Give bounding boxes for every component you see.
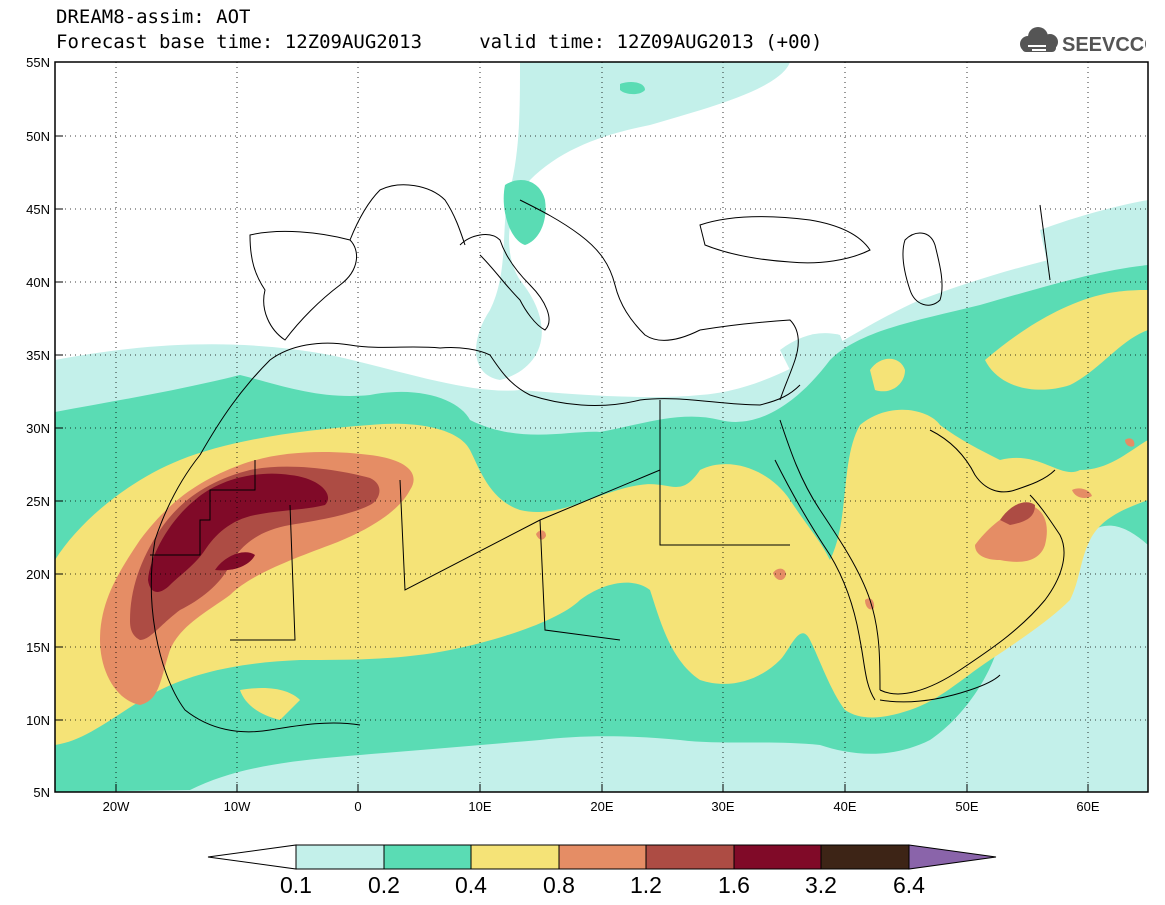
lat-label: 30N bbox=[26, 421, 50, 436]
lat-label: 55N bbox=[26, 55, 50, 70]
colorbar-label: 0.4 bbox=[455, 872, 487, 898]
colorbar bbox=[207, 844, 997, 870]
colorbar-swatch bbox=[558, 844, 647, 870]
colorbar-high-arrow bbox=[908, 844, 997, 870]
forecast-time-line: Forecast base time: 12Z09AUG2013 valid t… bbox=[56, 31, 823, 53]
lon-label: 0 bbox=[354, 799, 361, 814]
lon-label: 60E bbox=[1076, 799, 1099, 814]
lat-label: 45N bbox=[26, 202, 50, 217]
aot-fields bbox=[55, 62, 1148, 792]
colorbar-swatch bbox=[383, 844, 472, 870]
colorbar-label: 1.2 bbox=[630, 872, 662, 898]
colorbar-label: 0.2 bbox=[368, 872, 400, 898]
chart-title: DREAM8-assim: AOT bbox=[56, 6, 251, 28]
lon-label: 50E bbox=[955, 799, 978, 814]
colorbar-swatch bbox=[470, 844, 560, 870]
lat-label: 40N bbox=[26, 275, 50, 290]
colorbar-swatch bbox=[295, 844, 385, 870]
coastlines bbox=[150, 184, 1065, 733]
lat-label: 20N bbox=[26, 567, 50, 582]
grid-lines bbox=[55, 62, 1148, 792]
colorbar-swatch bbox=[733, 844, 822, 870]
lon-label: 20E bbox=[590, 799, 613, 814]
lat-label: 50N bbox=[26, 129, 50, 144]
colorbar-low-arrow bbox=[207, 844, 297, 870]
lon-label: 10W bbox=[224, 799, 251, 814]
lat-label: 5N bbox=[33, 785, 50, 800]
colorbar-label: 0.1 bbox=[280, 872, 312, 898]
colorbar-label: 0.8 bbox=[543, 872, 575, 898]
colorbar-swatch bbox=[645, 844, 735, 870]
seevccc-logo: SEEVCCC bbox=[1020, 27, 1146, 56]
axis-ticks bbox=[55, 61, 1089, 793]
colorbar-label: 3.2 bbox=[805, 872, 837, 898]
lat-label: 35N bbox=[26, 348, 50, 363]
lon-label: 30E bbox=[711, 799, 734, 814]
colorbar-swatch bbox=[820, 844, 910, 870]
lon-label: 20W bbox=[103, 799, 130, 814]
lat-label: 15N bbox=[26, 640, 50, 655]
lon-label: 10E bbox=[468, 799, 491, 814]
logo-text: SEEVCCC bbox=[1062, 34, 1146, 56]
colorbar-label: 6.4 bbox=[893, 872, 925, 898]
lon-label: 40E bbox=[833, 799, 856, 814]
lat-label: 10N bbox=[26, 713, 50, 728]
colorbar-label: 1.6 bbox=[718, 872, 750, 898]
lat-label: 25N bbox=[26, 494, 50, 509]
